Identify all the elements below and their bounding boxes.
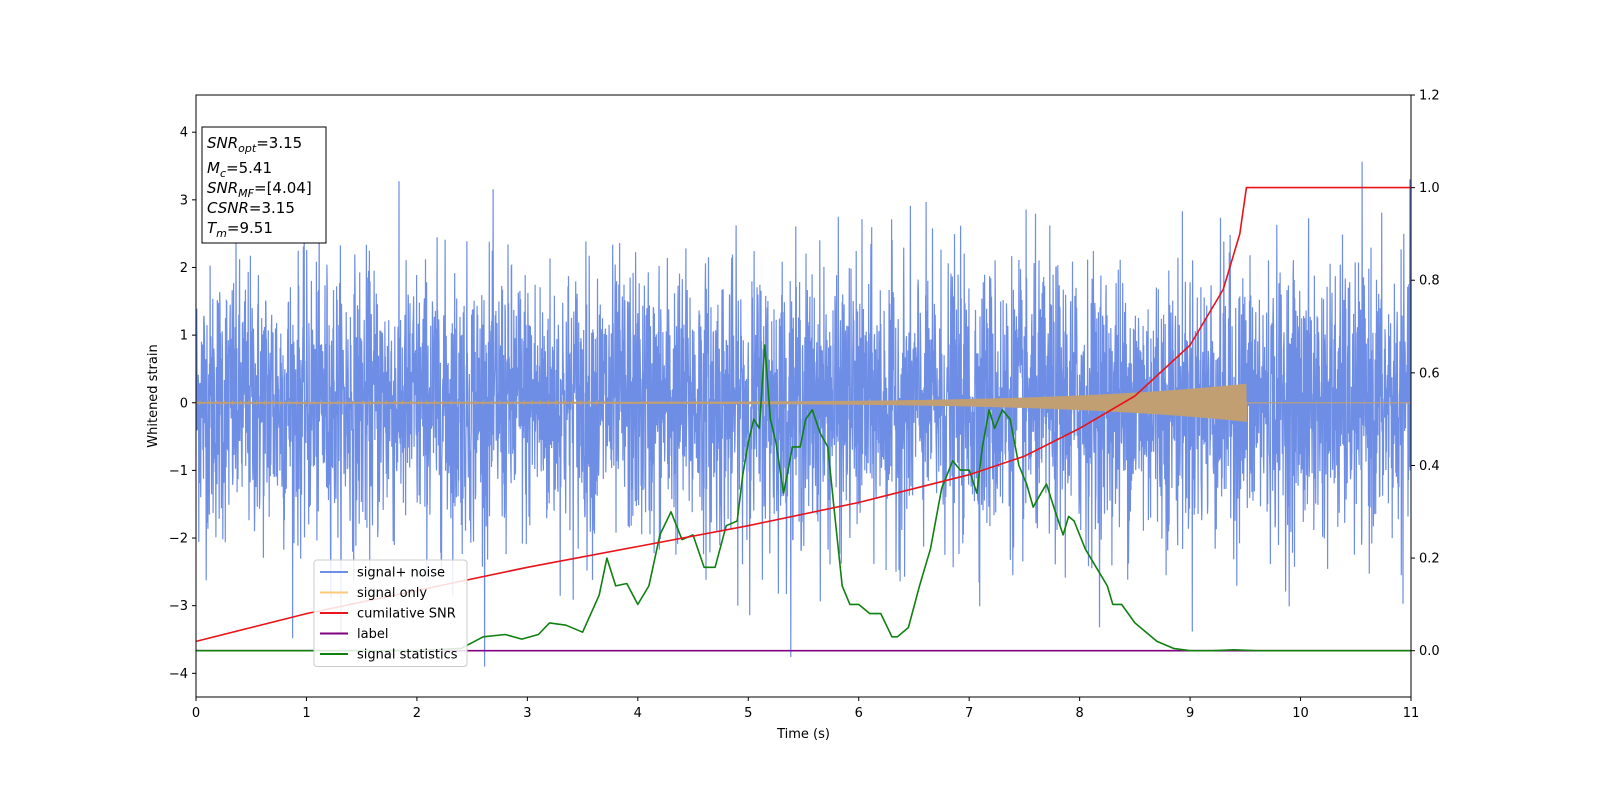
- y-left-axis-ticks: −4 −3 −2 −1 0 1 2 3 4: [169, 126, 196, 682]
- x-tick-label: 5: [744, 706, 752, 721]
- x-tick-label: 7: [965, 706, 973, 721]
- x-axis-label: Time (s): [776, 727, 830, 742]
- x-tick-label: 2: [413, 706, 421, 721]
- info-subscript: opt: [238, 142, 257, 155]
- x-tick-label: 10: [1292, 706, 1309, 721]
- legend-entry: signal only: [357, 586, 427, 601]
- y-right-tick-label: 0.6: [1419, 366, 1440, 381]
- legend-entry: cumilative SNR: [357, 607, 456, 622]
- info-value: =3.15: [256, 134, 302, 152]
- y-right-tick-label: 0.8: [1419, 274, 1440, 289]
- series-signal-noise: [196, 161, 1411, 667]
- info-line: Tm=9.51: [207, 219, 273, 240]
- info-value: =9.51: [227, 219, 273, 237]
- x-tick-label: 6: [855, 706, 863, 721]
- info-subscript: m: [216, 227, 227, 240]
- x-tick-label: 1: [302, 706, 310, 721]
- y-left-tick-label: −4: [169, 667, 188, 682]
- info-box-frame: [201, 126, 327, 244]
- x-tick-label: 4: [634, 706, 642, 721]
- info-symbol: SNR: [207, 179, 238, 197]
- info-subscript: c: [220, 167, 226, 180]
- y-right-tick-label: 1.0: [1419, 181, 1440, 196]
- y-left-tick-label: 1: [180, 329, 188, 344]
- info-symbol: T: [207, 219, 218, 237]
- y-left-tick-label: 3: [180, 193, 188, 208]
- info-symbol: M: [207, 159, 220, 177]
- y-right-axis-ticks: 0.0 0.2 0.4 0.6 0.8 1.0 1.2: [1411, 89, 1440, 659]
- x-tick-label: 3: [523, 706, 531, 721]
- y-right-tick-label: 0.2: [1419, 552, 1440, 567]
- info-line: Mc=5.41: [207, 159, 272, 180]
- info-symbol: CSNR: [207, 199, 249, 217]
- legend-box: [313, 559, 468, 667]
- info-line: SNRopt=3.15: [207, 134, 302, 155]
- y-axis-label: Whitened strain: [146, 344, 161, 447]
- plot-frame: [195, 94, 1412, 698]
- legend: signal+ noise signal only cumilative SNR la…: [313, 559, 468, 667]
- series-signal-statistics: [196, 344, 1411, 652]
- x-tick-label: 9: [1186, 706, 1194, 721]
- y-left-tick-label: 2: [180, 261, 188, 276]
- y-right-tick-label: 1.2: [1419, 89, 1440, 104]
- info-value: =3.15: [249, 199, 295, 217]
- x-axis-ticks: 0 1 2 3 4 5 6 7 8 9 10 11: [192, 697, 1419, 721]
- y-left-tick-label: −1: [169, 464, 188, 479]
- info-line: SNRMF=[4.04]: [207, 179, 312, 200]
- info-value: =[4.04]: [254, 179, 312, 197]
- y-left-tick-label: 4: [180, 126, 188, 141]
- info-value: =5.41: [226, 159, 272, 177]
- x-tick-label: 11: [1403, 706, 1420, 721]
- info-symbol: SNR: [207, 134, 238, 152]
- legend-entry: signal+ noise: [357, 566, 445, 581]
- y-left-tick-label: 0: [180, 396, 188, 411]
- info-line: CSNR=3.15: [207, 199, 295, 217]
- y-left-tick-label: −2: [169, 532, 188, 547]
- y-right-tick-label: 0.4: [1419, 459, 1440, 474]
- x-tick-label: 0: [192, 706, 200, 721]
- x-tick-label: 8: [1075, 706, 1083, 721]
- series-signal-only: [196, 383, 1411, 422]
- y-right-tick-label: 0.0: [1419, 644, 1440, 659]
- info-subscript: MF: [238, 187, 254, 200]
- legend-entry: label: [357, 627, 388, 642]
- info-box: SNRopt=3.15Mc=5.41SNRMF=[4.04]CSNR=3.15T…: [201, 126, 327, 244]
- legend-entry: signal statistics: [357, 648, 458, 663]
- y-left-tick-label: −3: [169, 599, 188, 614]
